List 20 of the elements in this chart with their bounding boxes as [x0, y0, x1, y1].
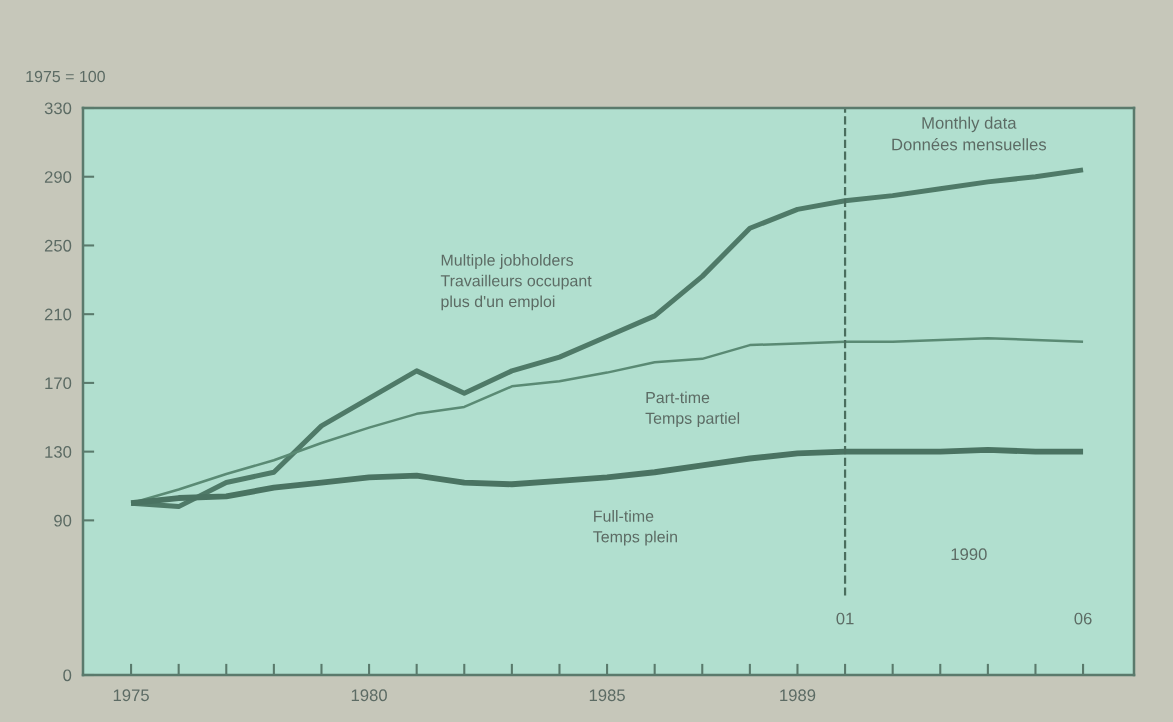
- x-tick-label: 1989: [780, 689, 816, 702]
- y-tick-label: 250: [44, 239, 72, 252]
- x-tick-label: 1975: [113, 689, 149, 702]
- y-tick-label: 130: [45, 446, 72, 458]
- y-tick-label: 90: [54, 514, 72, 527]
- annotation: 1990: [951, 548, 987, 561]
- x-tick-label: 01: [836, 612, 854, 625]
- series-label: Part-time Temps partiel: [645, 391, 740, 428]
- x-tick-label: 06: [1074, 612, 1092, 625]
- series-label: Multiple jobholders Travailleurs occupant plus d'un emploi: [440, 254, 592, 311]
- y-axis-title: 1975 = 100: [26, 70, 105, 83]
- y-tick-label: 290: [44, 171, 72, 183]
- series-label: Full-time Temps plein: [593, 510, 677, 546]
- annotation: Monthly data Données mensuelles: [892, 116, 1047, 151]
- x-tick-label: 1980: [351, 689, 387, 702]
- y-tick-label: 0: [63, 669, 72, 682]
- y-tick-label: 170: [45, 377, 72, 390]
- y-tick-label: 210: [44, 308, 72, 321]
- y-tick-label: 330: [44, 102, 72, 115]
- x-tick-label: 1985: [589, 689, 625, 702]
